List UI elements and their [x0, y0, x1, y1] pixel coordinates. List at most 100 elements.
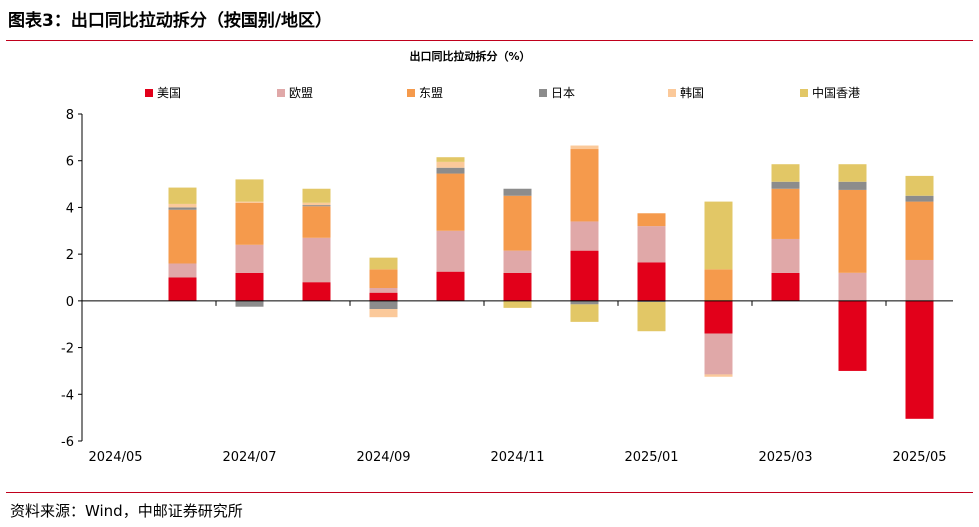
- bar-2025/05-series-3: [905, 195, 934, 202]
- source-note: 资料来源：Wind，中邮证券研究所: [10, 502, 243, 520]
- legend-label-1: 欧盟: [289, 86, 313, 100]
- legend: 美国 欧盟 东盟 日本 韩国 中国香港: [145, 85, 860, 100]
- bar-2024/07-series-3: [235, 300, 264, 307]
- legend-swatch-0: [145, 89, 153, 97]
- bar-2024/08-series-5: [302, 188, 331, 203]
- bottom-divider: [6, 492, 973, 493]
- bar-2024/09-series-5: [369, 257, 398, 270]
- bar-2024/09-series-2: [369, 269, 398, 289]
- bar-2024/06-series-0: [168, 277, 197, 301]
- chart-title: 出口同比拉动拆分（%）: [409, 49, 530, 63]
- bar-2025/02-series-5: [704, 201, 733, 270]
- bar-2024/06-series-2: [168, 209, 197, 264]
- bar-2024/06-series-4: [168, 203, 197, 208]
- bar-2024/10-series-0: [436, 271, 465, 301]
- bar-2025/03-series-2: [771, 188, 800, 239]
- y-tick-label: -6: [61, 435, 74, 450]
- stacked-bar-chart: 出口同比拉动拆分（%） 美国 欧盟 东盟 日本 韩国 中国香港 -6 -4 -2 0 2 4 6 8 2…: [61, 49, 953, 465]
- legend-swatch-2: [407, 89, 415, 97]
- top-divider: [6, 40, 973, 41]
- bar-2025/04-series-1: [838, 272, 867, 301]
- bar-2024/07-series-4: [235, 201, 264, 203]
- x-tick-label: 2025/05: [892, 450, 946, 465]
- bar-2024/10-series-1: [436, 230, 465, 272]
- bar-2025/01-series-5: [637, 302, 666, 332]
- y-tick-label: 4: [66, 201, 74, 216]
- bar-2024/11-series-0: [503, 272, 532, 301]
- legend-swatch-1: [277, 89, 285, 97]
- bar-2024/12-series-5: [570, 304, 599, 322]
- bar-2024/09-series-0: [369, 292, 398, 301]
- bar-2025/04-series-0: [838, 300, 867, 371]
- legend-label-0: 美国: [157, 86, 181, 100]
- bar-2024/06-series-3: [168, 207, 197, 210]
- bar-2024/07-series-1: [235, 244, 264, 273]
- bar-2024/08-series-2: [302, 206, 331, 238]
- bar-2025/03-series-0: [771, 272, 800, 301]
- bar-2024/10-series-5: [436, 157, 465, 162]
- bar-2024/08-series-4: [302, 202, 331, 206]
- bar-2025/03-series-1: [771, 238, 800, 273]
- x-tick-label: 2024/09: [356, 450, 410, 465]
- y-tick-label: 8: [66, 108, 74, 123]
- bar-2025/05-series-2: [905, 201, 934, 260]
- bar-2025/02-series-0: [704, 300, 733, 334]
- bar-2025/05-series-1: [905, 259, 934, 301]
- bar-2024/12-series-1: [570, 221, 599, 251]
- figure-title: 图表3：出口同比拉动拆分（按国别/地区）: [8, 11, 333, 31]
- legend-swatch-4: [668, 89, 676, 97]
- x-tick-label: 2025/01: [624, 450, 678, 465]
- y-tick-label: -4: [61, 388, 74, 403]
- bar-2024/12-series-0: [570, 250, 599, 301]
- x-axis: 2024/05 2024/07 2024/09 2024/11 2025/01 2025/…: [82, 300, 953, 465]
- y-tick-label: 6: [66, 155, 74, 170]
- bar-2024/07-series-2: [235, 202, 264, 245]
- bar-2024/11-series-5: [503, 300, 532, 308]
- legend-swatch-5: [800, 89, 808, 97]
- x-tick-label: 2024/07: [222, 450, 276, 465]
- bar-2025/02-series-4: [704, 374, 733, 377]
- bar-2024/11-series-2: [503, 195, 532, 251]
- bar-2025/01-series-3: [637, 300, 666, 303]
- bar-2025/04-series-2: [838, 189, 867, 273]
- legend-label-5: 中国香港: [812, 85, 860, 100]
- bar-2025/05-series-0: [905, 300, 934, 419]
- x-tick-label: 2024/11: [490, 450, 544, 465]
- bar-2024/11-series-1: [503, 250, 532, 273]
- bar-2025/02-series-1: [704, 333, 733, 375]
- bar-2025/04-series-3: [838, 181, 867, 190]
- legend-swatch-3: [539, 89, 547, 97]
- bar-2024/09-series-3: [369, 300, 398, 310]
- legend-label-4: 韩国: [680, 85, 704, 100]
- bar-2025/03-series-3: [771, 181, 800, 189]
- bar-2024/12-series-3: [570, 300, 599, 305]
- bar-2024/07-series-5: [235, 179, 264, 202]
- bar-2024/08-series-0: [302, 282, 331, 301]
- legend-label-3: 日本: [551, 86, 575, 100]
- bar-2024/08-series-1: [302, 237, 331, 283]
- y-axis: -6 -4 -2 0 2 4 6 8: [61, 108, 83, 450]
- bar-2024/10-series-3: [436, 167, 465, 174]
- bar-2024/09-series-4: [369, 309, 398, 318]
- y-tick-label: 2: [66, 248, 74, 263]
- bar-2025/03-series-5: [771, 164, 800, 182]
- bar-2025/02-series-2: [704, 269, 733, 301]
- bar-2024/10-series-2: [436, 173, 465, 231]
- bar-2025/01-series-2: [637, 213, 666, 227]
- bar-2025/04-series-5: [838, 164, 867, 182]
- y-tick-label: -2: [61, 342, 74, 357]
- x-tick-label: 2025/03: [758, 450, 812, 465]
- bar-2024/10-series-4: [436, 161, 465, 168]
- bar-2025/01-series-0: [637, 262, 666, 301]
- legend-label-2: 东盟: [419, 86, 443, 100]
- bar-2024/12-series-2: [570, 149, 599, 222]
- y-tick-label: 0: [66, 295, 74, 310]
- bar-2024/06-series-5: [168, 187, 197, 204]
- bar-2024/09-series-1: [369, 288, 398, 293]
- bars-layer: [168, 145, 934, 419]
- bar-2024/08-series-3: [302, 205, 331, 207]
- bar-2024/06-series-1: [168, 263, 197, 278]
- bar-2024/12-series-4: [570, 145, 599, 150]
- x-tick-label: 2024/05: [88, 450, 142, 465]
- bar-2025/01-series-1: [637, 226, 666, 263]
